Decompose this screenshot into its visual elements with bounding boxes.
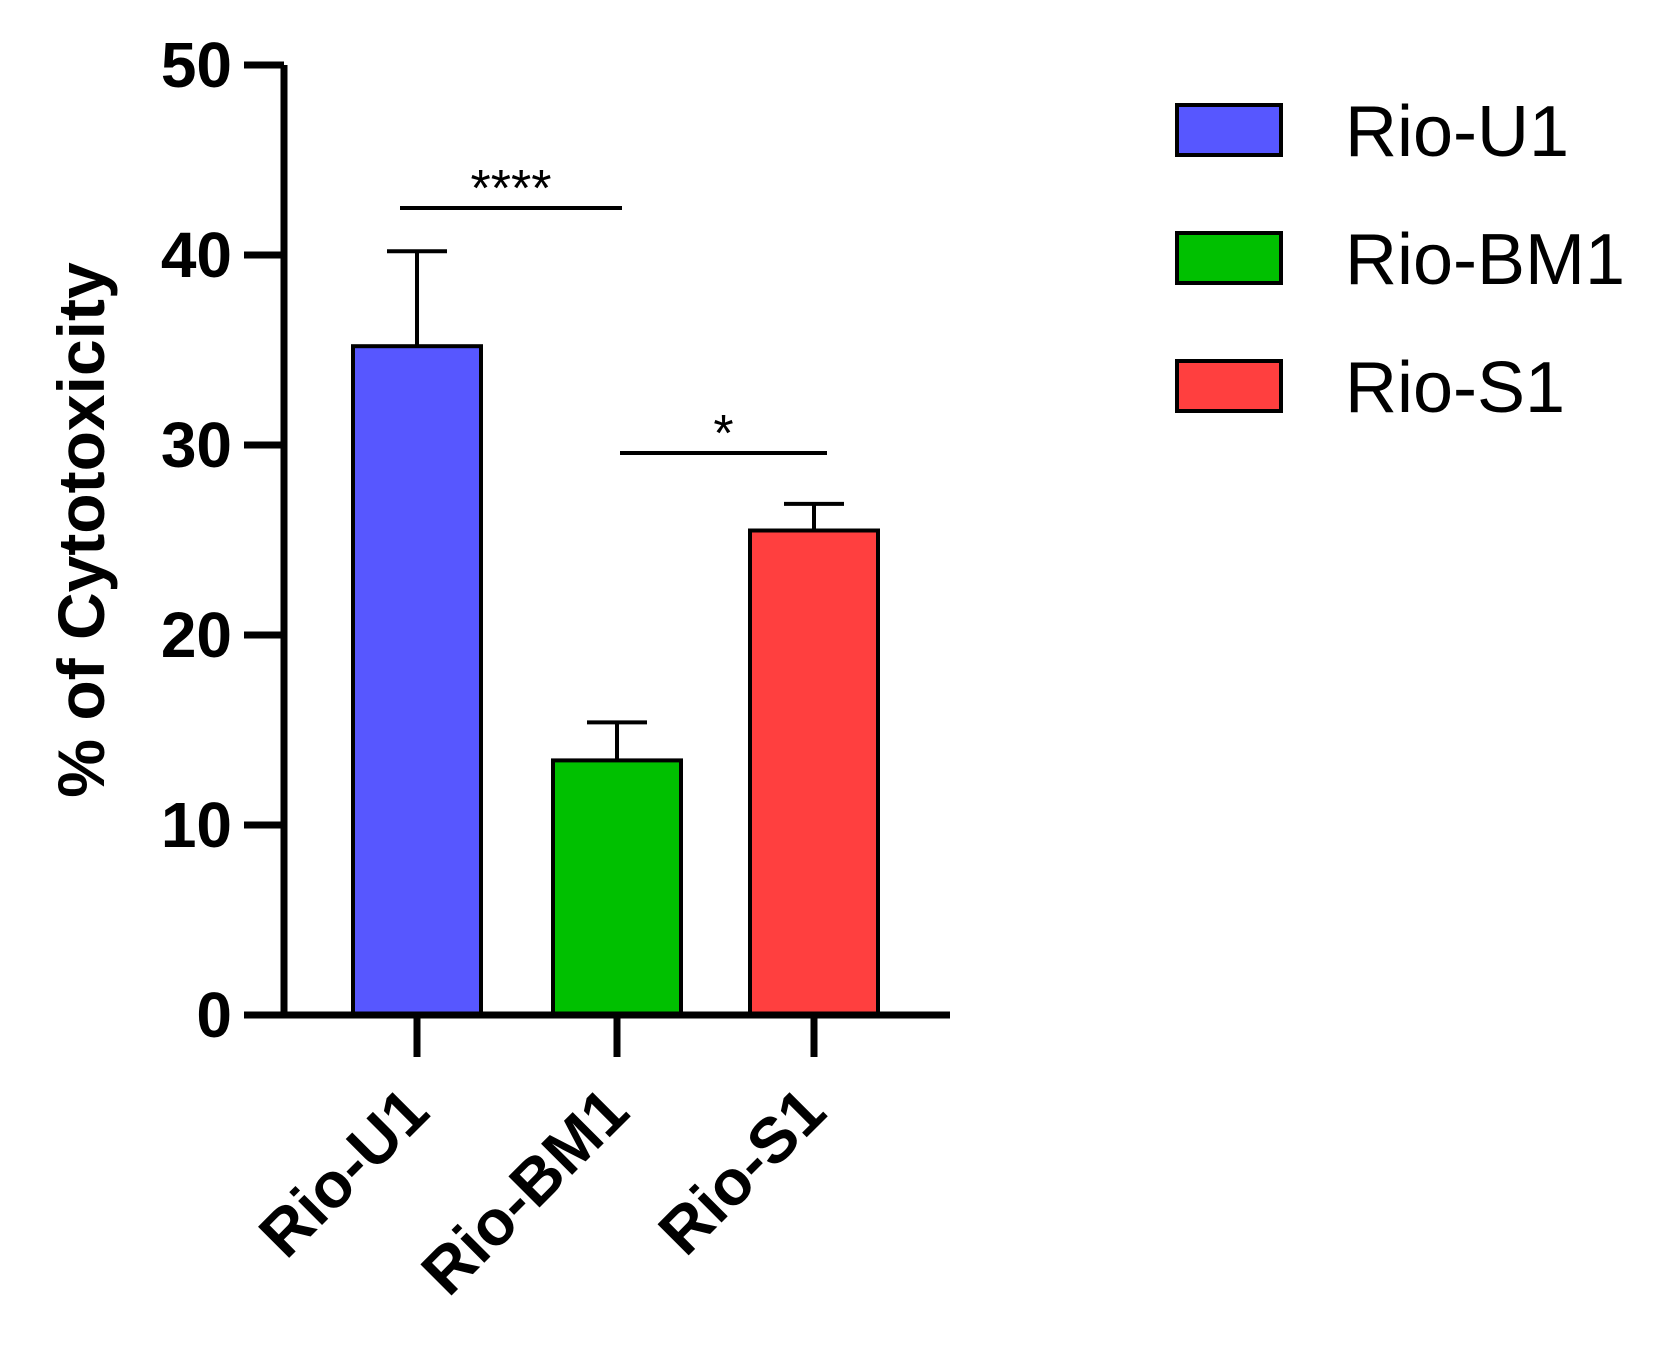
x-tick-label-rio-u1: Rio-U1 — [245, 1074, 442, 1271]
y-axis-title: % of Cytotoxicity — [44, 262, 118, 798]
legend-label-rio-s1: Rio-S1 — [1345, 348, 1565, 428]
legend-swatch-rio-s1 — [1175, 359, 1283, 413]
y-tick-label-40: 40 — [161, 219, 232, 291]
y-ticks-group: 0 10 20 30 40 50 — [161, 29, 284, 1051]
legend: Rio-U1 Rio-BM1 Rio-S1 — [1175, 92, 1625, 428]
significance-label-1: **** — [471, 160, 552, 218]
legend-swatch-rio-u1 — [1175, 103, 1283, 157]
error-bars-group — [387, 249, 844, 761]
y-tick-label-30: 30 — [161, 409, 232, 481]
bars-group — [351, 344, 880, 1018]
y-tick-label-10: 10 — [161, 789, 232, 861]
significance-label-2: * — [713, 405, 733, 463]
x-tick-label-rio-bm1: Rio-BM1 — [407, 1074, 641, 1308]
legend-label-rio-bm1: Rio-BM1 — [1345, 220, 1625, 300]
legend-label-rio-u1: Rio-U1 — [1345, 92, 1569, 172]
y-tick-label-50: 50 — [161, 29, 232, 101]
bar-rio-bm1 — [551, 758, 683, 1018]
y-tick-label-20: 20 — [161, 599, 232, 671]
y-tick-label-0: 0 — [196, 979, 232, 1051]
significance-group: ***** — [400, 160, 827, 463]
legend-swatch-rio-bm1 — [1175, 231, 1283, 285]
bar-rio-u1 — [351, 344, 483, 1017]
bar-rio-s1 — [748, 528, 880, 1017]
x-tick-label-rio-s1: Rio-S1 — [645, 1074, 839, 1268]
